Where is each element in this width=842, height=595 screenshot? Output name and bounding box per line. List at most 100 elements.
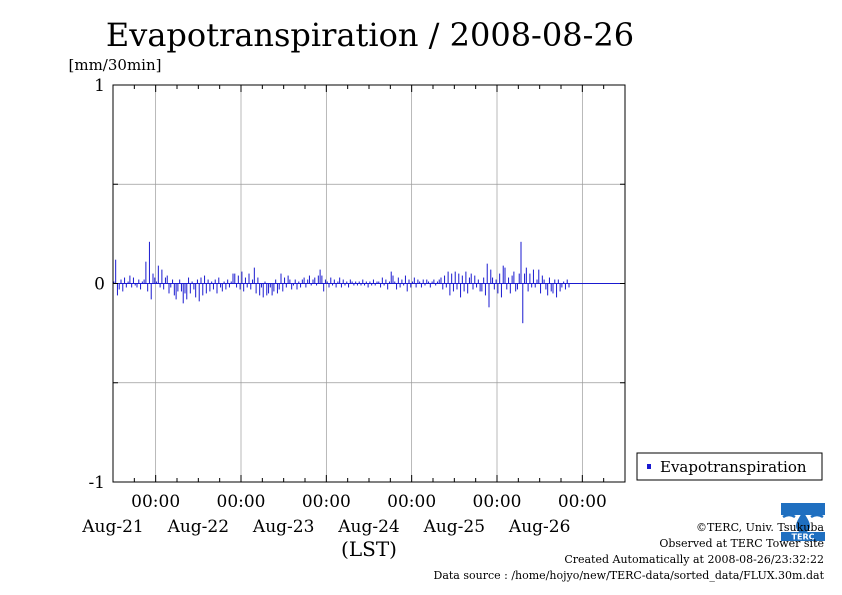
bar xyxy=(339,277,341,284)
terc-logo-text: TERC xyxy=(792,533,815,542)
bar xyxy=(468,277,470,284)
bar xyxy=(346,281,348,284)
bar xyxy=(191,281,193,284)
x-tick-time-label: 00:00 xyxy=(131,492,180,512)
created-text: Created Automatically at 2008-08-26/23:3… xyxy=(564,553,824,566)
terc-logo-top-band xyxy=(781,503,825,515)
bar xyxy=(401,279,403,284)
bar xyxy=(239,283,241,290)
bar xyxy=(147,283,149,292)
x-tick-date-label: Aug-25 xyxy=(423,517,485,537)
bar xyxy=(499,273,501,284)
bar xyxy=(305,283,307,288)
bar xyxy=(388,281,390,284)
bar xyxy=(284,277,286,284)
terc-logo-wave xyxy=(810,513,824,519)
x-tick-time-label: 00:00 xyxy=(217,492,266,512)
bar xyxy=(367,283,369,288)
bar xyxy=(211,281,213,284)
bar xyxy=(445,283,447,288)
bar xyxy=(522,283,524,324)
bar xyxy=(557,279,559,284)
bar xyxy=(444,275,446,284)
bar xyxy=(324,279,326,284)
bar xyxy=(483,277,485,284)
bar xyxy=(415,283,417,288)
bar xyxy=(253,267,255,284)
y-tick-label: 0 xyxy=(94,275,105,295)
bar xyxy=(420,283,422,288)
legend-box xyxy=(636,452,823,481)
bar xyxy=(428,281,430,284)
bar xyxy=(230,281,232,284)
bar xyxy=(467,283,469,294)
bar xyxy=(531,283,533,288)
bar xyxy=(417,279,419,284)
bar xyxy=(170,283,172,288)
bar xyxy=(397,277,399,284)
bar xyxy=(536,279,538,284)
bar xyxy=(333,279,335,284)
bar xyxy=(150,283,152,300)
bar xyxy=(156,281,158,284)
bar xyxy=(479,283,481,292)
copyright-text: ©TERC, Univ. Tsukuba xyxy=(695,521,824,534)
bar xyxy=(159,283,161,288)
bar xyxy=(257,277,259,284)
bar xyxy=(319,269,321,284)
bar xyxy=(157,265,159,284)
bar xyxy=(148,241,150,284)
bar xyxy=(495,279,497,284)
bar xyxy=(356,283,358,286)
bar xyxy=(449,283,451,296)
bar xyxy=(404,275,406,284)
bar xyxy=(463,283,465,292)
y-axis-label: [mm/30min] xyxy=(69,56,162,74)
bar xyxy=(262,283,264,298)
bar xyxy=(477,279,479,284)
bar xyxy=(204,275,206,284)
bar xyxy=(492,277,494,284)
bar xyxy=(268,283,270,294)
bar xyxy=(556,283,558,298)
bar xyxy=(161,269,163,284)
bar xyxy=(212,283,214,290)
bar xyxy=(216,283,218,294)
bar xyxy=(548,277,550,284)
bar xyxy=(303,277,305,284)
bar xyxy=(372,279,374,284)
bar xyxy=(426,279,428,284)
bar xyxy=(138,279,140,284)
bar xyxy=(342,279,344,284)
bar xyxy=(200,277,202,284)
bar xyxy=(285,283,287,288)
bar xyxy=(435,283,437,286)
bar xyxy=(124,277,126,284)
bar xyxy=(337,281,339,284)
bar xyxy=(385,279,387,284)
bar xyxy=(287,275,289,284)
bar xyxy=(438,279,440,284)
bar xyxy=(292,283,294,286)
bar xyxy=(497,283,499,294)
bar xyxy=(250,283,252,290)
bar xyxy=(182,283,184,304)
bar xyxy=(113,281,115,284)
bar xyxy=(127,281,129,284)
bar xyxy=(232,273,234,284)
bar xyxy=(184,283,186,294)
bar xyxy=(532,269,534,284)
bar xyxy=(413,277,415,284)
bar xyxy=(321,275,323,284)
bar xyxy=(163,283,165,290)
bar xyxy=(118,283,120,290)
source-text: Data source : /home/hojyo/new/TERC-data/… xyxy=(433,569,825,582)
bar xyxy=(298,281,300,284)
bar xyxy=(236,283,238,288)
bar xyxy=(296,283,298,290)
bar xyxy=(173,283,175,296)
bar xyxy=(349,279,351,284)
bar xyxy=(237,275,239,284)
bar xyxy=(500,283,502,298)
bar xyxy=(323,283,325,292)
